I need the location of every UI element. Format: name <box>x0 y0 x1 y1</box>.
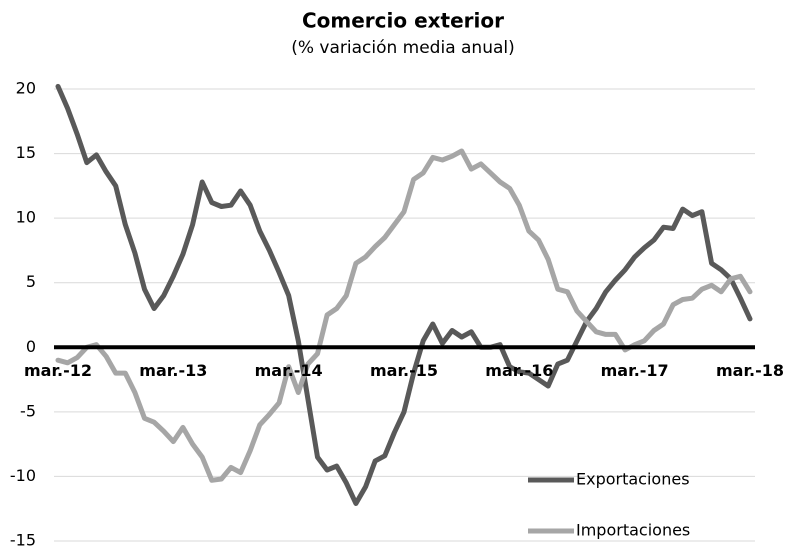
y-tick-label: -15 <box>10 531 36 546</box>
data-line <box>55 148 753 483</box>
data-line <box>55 83 753 506</box>
x-tick-label: mar.-12 <box>24 361 92 380</box>
x-tick-label: mar.-15 <box>370 361 438 380</box>
x-tick-label: mar.-13 <box>139 361 207 380</box>
x-tick-label: mar.-16 <box>485 361 553 380</box>
chart-title: Comercio exterior <box>302 9 504 33</box>
y-tick-label: -5 <box>20 401 36 420</box>
y-tick-label: 15 <box>16 143 36 162</box>
x-tick-label: mar.-14 <box>255 361 323 380</box>
y-tick-label: -10 <box>10 466 36 485</box>
y-tick-label: 20 <box>16 79 36 98</box>
y-tick-label: 0 <box>26 337 36 356</box>
legend-label: Importaciones <box>576 521 690 540</box>
y-tick-label: 10 <box>16 208 36 227</box>
y-tick-label: 5 <box>26 272 36 291</box>
x-tick-label: mar.-17 <box>601 361 669 380</box>
chart-subtitle: (% variación media anual) <box>291 38 515 58</box>
legend-label: Exportaciones <box>576 470 690 489</box>
x-tick-label: mar.-18 <box>716 361 784 380</box>
